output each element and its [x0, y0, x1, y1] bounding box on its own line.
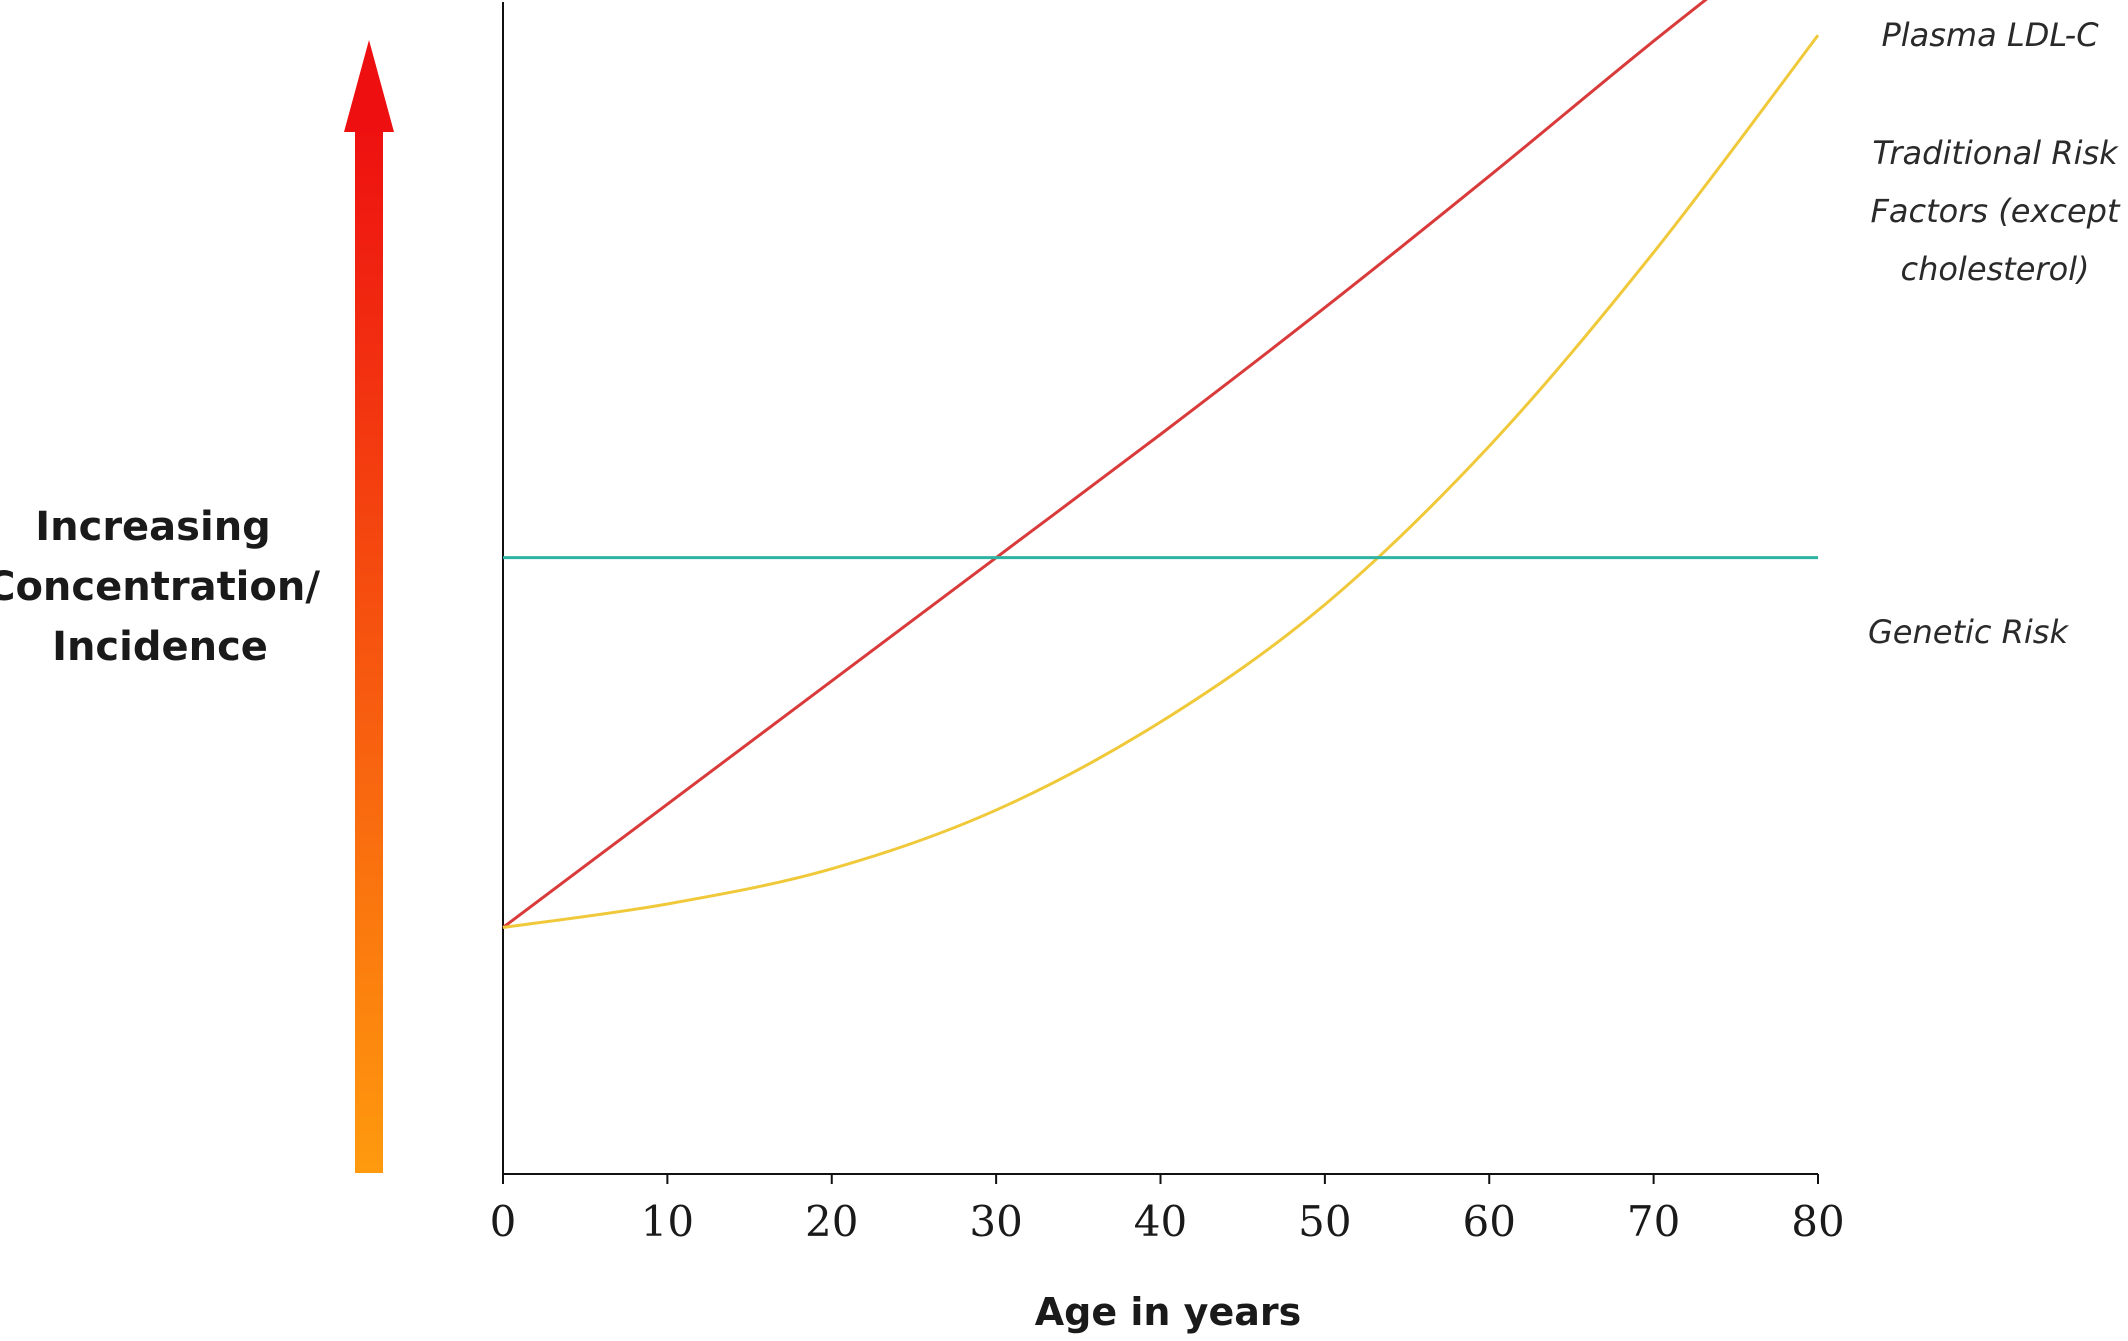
series-label-traditional-risk-factors-except-cholesterol: Traditional Risk Factors (except cholester… [1871, 134, 2121, 288]
y-axis-label-line-2: Concentration/ [0, 564, 320, 610]
x-tick-label: 50 [1298, 1197, 1351, 1246]
y-axis-label-line-1: Increasing [35, 504, 271, 550]
y-axis-label: Increasing Concentration/ Incidence [0, 504, 334, 670]
x-tick-label: 10 [641, 1197, 694, 1246]
x-tick-label: 70 [1627, 1197, 1680, 1246]
x-tick-label: 30 [969, 1197, 1022, 1246]
x-ticks: 0 10 20 30 40 50 60 70 80 [490, 1174, 1845, 1246]
series-label-plasma-ldl-c: Plasma LDL-C [1881, 16, 2099, 54]
series-label-genetic-risk: Genetic Risk [1868, 613, 2069, 651]
x-tick-label: 60 [1463, 1197, 1516, 1246]
series-label-line: Genetic Risk [1868, 613, 2069, 651]
series-label-line: Traditional Risk [1872, 134, 2119, 172]
y-axis-label-line-3: Incidence [52, 624, 268, 670]
x-tick-label: 40 [1134, 1197, 1187, 1246]
arrow-shaft [355, 128, 383, 1173]
x-tick-label: 80 [1791, 1197, 1844, 1246]
x-axis-label: Age in years [1035, 1290, 1301, 1334]
x-tick-label: 20 [805, 1197, 858, 1246]
series-line-plasma-ldl-c [502, 0, 1708, 929]
series-label-line: Plasma LDL-C [1881, 16, 2099, 54]
series-label-line: Factors (except [1871, 192, 2121, 230]
series-labels: Plasma LDL-C Traditional Risk Factors (exc… [1868, 16, 2121, 651]
increasing-arrow [344, 40, 394, 1173]
arrow-head [344, 40, 394, 132]
series-line-traditional-risk-factors-except-cholesterol [502, 34, 1820, 929]
series-label-line: cholesterol) [1900, 250, 2089, 288]
x-tick-label: 0 [490, 1197, 517, 1246]
series-group [502, 0, 1820, 929]
